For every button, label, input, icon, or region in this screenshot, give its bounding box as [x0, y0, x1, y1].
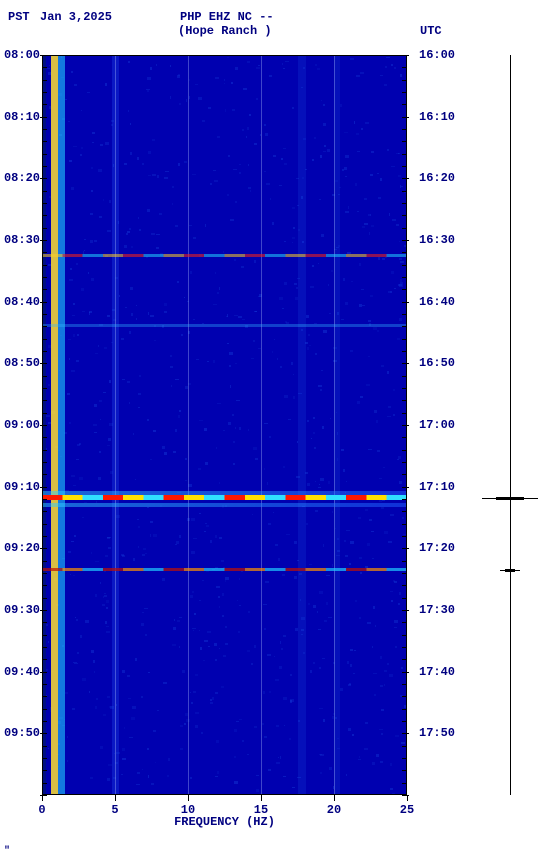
y-right-tick-label: 16:00 — [419, 48, 455, 62]
y-right-tick-label: 17:00 — [419, 418, 455, 432]
spectrogram-plot — [42, 55, 407, 795]
y-right-tick-label: 16:40 — [419, 295, 455, 309]
y-axis-left: 08:0008:1008:2008:3008:4008:5009:0009:10… — [0, 55, 42, 795]
y-left-tick-label: 09:40 — [4, 665, 40, 679]
station-code-label: PHP EHZ NC -- — [180, 10, 274, 24]
y-left-tick-label: 08:50 — [4, 356, 40, 370]
x-tick-label: 10 — [181, 803, 195, 817]
x-tick-label: 5 — [111, 803, 118, 817]
y-left-tick-label: 08:10 — [4, 110, 40, 124]
trace-baseline — [510, 55, 511, 795]
station-name-label: (Hope Ranch ) — [178, 24, 272, 38]
x-axis-label: FREQUENCY (HZ) — [42, 815, 407, 829]
y-right-tick-label: 17:50 — [419, 726, 455, 740]
timezone-right-label: UTC — [420, 24, 442, 38]
y-right-tick-label: 16:30 — [419, 233, 455, 247]
y-left-tick-label: 09:50 — [4, 726, 40, 740]
x-tick-label: 0 — [38, 803, 45, 817]
spectrogram-canvas — [42, 55, 407, 795]
y-left-tick-label: 09:00 — [4, 418, 40, 432]
x-tick-label: 15 — [254, 803, 268, 817]
footer-mark: " — [4, 846, 10, 857]
date-label: Jan 3,2025 — [40, 10, 112, 24]
side-trace — [480, 55, 540, 795]
x-tick-label: 20 — [327, 803, 341, 817]
y-right-tick-label: 16:50 — [419, 356, 455, 370]
y-left-tick-label: 09:30 — [4, 603, 40, 617]
y-right-tick-label: 16:20 — [419, 171, 455, 185]
y-left-tick-label: 09:10 — [4, 480, 40, 494]
y-left-tick-label: 08:20 — [4, 171, 40, 185]
timezone-left-label: PST — [8, 10, 30, 24]
x-axis: FREQUENCY (HZ) 0510152025 — [42, 795, 407, 835]
y-right-tick-label: 16:10 — [419, 110, 455, 124]
y-axis-right: 16:0016:1016:2016:3016:4016:5017:0017:10… — [407, 55, 457, 795]
y-left-tick-label: 08:40 — [4, 295, 40, 309]
y-right-tick-label: 17:40 — [419, 665, 455, 679]
y-left-tick-label: 08:30 — [4, 233, 40, 247]
y-right-tick-label: 17:30 — [419, 603, 455, 617]
y-left-tick-label: 09:20 — [4, 541, 40, 555]
y-right-tick-label: 17:10 — [419, 480, 455, 494]
y-left-tick-label: 08:00 — [4, 48, 40, 62]
x-tick-label: 25 — [400, 803, 414, 817]
y-right-tick-label: 17:20 — [419, 541, 455, 555]
